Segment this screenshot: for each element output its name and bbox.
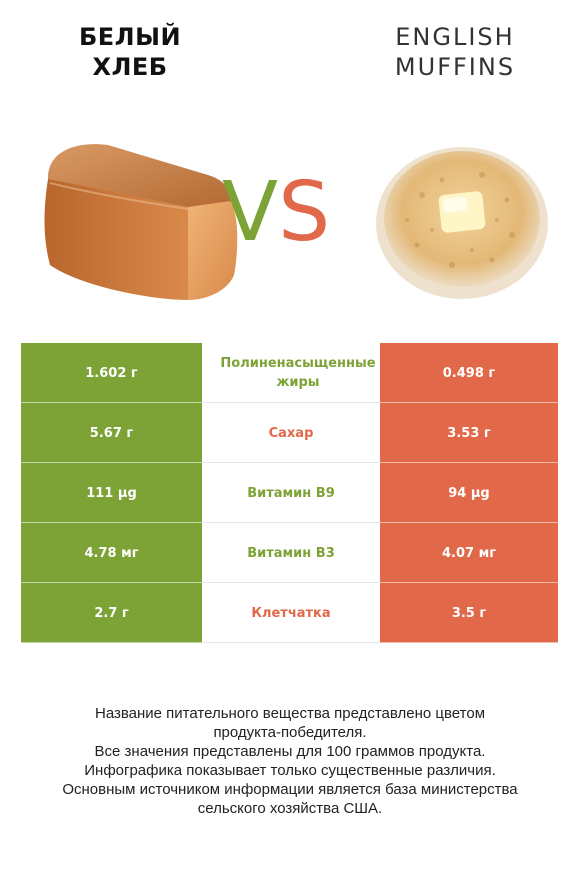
left-value: 1.602 г xyxy=(21,343,202,403)
row-divider xyxy=(202,462,380,463)
vs-s: S xyxy=(278,165,331,260)
row-divider xyxy=(380,462,558,463)
left-value: 111 µg xyxy=(21,463,202,523)
right-value: 3.5 г xyxy=(380,583,558,643)
nutrient-label-text: Полиненасыщенные жиры xyxy=(220,356,376,390)
row-divider xyxy=(21,462,202,463)
footer-line-2: продукта-победителя. xyxy=(213,724,367,741)
left-value: 2.7 г xyxy=(21,583,202,643)
left-food-title-line1: БЕЛЫЙ xyxy=(78,23,182,51)
table-row: 4.78 мг Витамин B3 4.07 мг xyxy=(21,523,558,583)
left-value: 4.78 мг xyxy=(21,523,202,583)
vs-label: VS xyxy=(222,168,330,258)
left-value: 5.67 г xyxy=(21,403,202,463)
nutrient-label: Сахар xyxy=(202,403,380,463)
right-value: 3.53 г xyxy=(380,403,558,463)
row-divider xyxy=(380,402,558,403)
row-divider xyxy=(202,582,380,583)
nutrient-label: Витамин B3 xyxy=(202,523,380,583)
row-divider xyxy=(380,582,558,583)
left-food-title: БЕЛЫЙ ХЛЕБ xyxy=(50,22,210,82)
footer-line-4: Инфографика показывает только существенн… xyxy=(84,762,496,779)
row-divider xyxy=(380,522,558,523)
table-row: 111 µg Витамин B9 94 µg xyxy=(21,463,558,523)
right-value: 4.07 мг xyxy=(380,523,558,583)
table-row: 2.7 г Клетчатка 3.5 г xyxy=(21,583,558,643)
comparison-table: 1.602 г Полиненасыщенные жиры 0.498 г 5.67 … xyxy=(21,343,558,643)
nutrient-label: Полиненасыщенные жиры xyxy=(202,343,380,403)
table-row: 5.67 г Сахар 3.53 г xyxy=(21,403,558,463)
white-bread-image xyxy=(44,144,238,300)
right-food-title: ENGLISH MUFFINS xyxy=(370,22,540,82)
footer-note: Название питательного вещества представл… xyxy=(20,704,560,818)
right-value: 94 µg xyxy=(380,463,558,523)
row-divider xyxy=(202,522,380,523)
row-divider xyxy=(21,402,202,403)
english-muffin-image xyxy=(376,147,548,299)
footer-line-3: Все значения представлены для 100 граммо… xyxy=(94,743,486,760)
nutrient-label: Клетчатка xyxy=(202,583,380,643)
row-divider xyxy=(21,522,202,523)
left-food-title-line2: ХЛЕБ xyxy=(92,53,168,81)
right-food-title-line1: ENGLISH xyxy=(395,23,515,51)
footer-line-6: сельского хозяйства США. xyxy=(197,800,383,817)
footer-line-1: Название питательного вещества представл… xyxy=(94,705,486,722)
right-food-title-line2: MUFFINS xyxy=(394,53,516,81)
row-divider xyxy=(21,582,202,583)
footer-line-5: Основным источником информации является … xyxy=(62,781,518,798)
nutrient-label: Витамин B9 xyxy=(202,463,380,523)
row-divider xyxy=(202,402,380,403)
row-divider xyxy=(202,642,380,643)
row-divider xyxy=(380,642,558,643)
row-divider xyxy=(21,642,202,643)
table-row: 1.602 г Полиненасыщенные жиры 0.498 г xyxy=(21,343,558,403)
right-value: 0.498 г xyxy=(380,343,558,403)
vs-v: V xyxy=(222,165,279,260)
